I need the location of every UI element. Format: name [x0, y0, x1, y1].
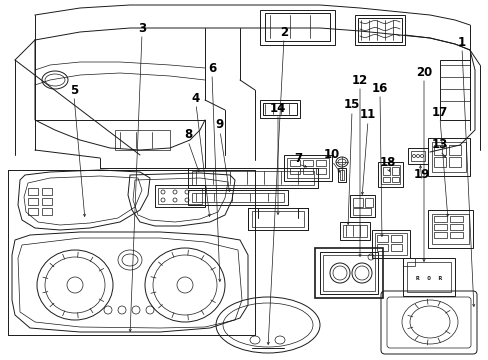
Text: 8: 8 — [183, 129, 192, 141]
Text: 6: 6 — [207, 62, 216, 75]
Text: 15: 15 — [343, 99, 360, 112]
Bar — [339, 222, 369, 240]
Bar — [158, 188, 202, 204]
Bar — [354, 15, 404, 45]
Text: 3: 3 — [138, 22, 146, 35]
Bar — [406, 262, 450, 292]
Bar — [391, 167, 398, 175]
Bar — [323, 255, 374, 291]
Bar — [380, 165, 399, 184]
Bar — [315, 160, 325, 166]
Bar — [402, 258, 414, 266]
Bar — [376, 235, 387, 242]
Bar — [376, 244, 387, 251]
Bar — [431, 214, 468, 244]
Bar — [289, 160, 299, 166]
Bar — [382, 177, 389, 182]
Text: 1: 1 — [457, 36, 465, 49]
Text: R  O  R: R O R — [415, 275, 441, 280]
Bar — [377, 162, 402, 187]
Text: 13: 13 — [431, 139, 447, 152]
Text: 12: 12 — [351, 73, 367, 86]
Text: 19: 19 — [413, 168, 429, 181]
Text: 9: 9 — [215, 118, 224, 131]
Bar — [448, 157, 460, 167]
Bar — [314, 248, 382, 298]
Bar — [374, 233, 406, 255]
Bar — [448, 145, 460, 155]
Bar — [284, 155, 331, 181]
Bar — [28, 208, 38, 215]
Bar — [382, 167, 389, 175]
Bar — [192, 193, 284, 202]
Text: 7: 7 — [293, 152, 302, 165]
Text: 14: 14 — [269, 102, 285, 114]
Bar — [433, 145, 445, 155]
Bar — [449, 232, 462, 238]
Bar — [433, 157, 445, 167]
Bar — [449, 216, 462, 222]
Bar — [260, 100, 299, 118]
Bar — [410, 151, 424, 161]
Bar — [28, 188, 38, 195]
Bar — [187, 168, 317, 188]
Bar — [439, 60, 469, 120]
Bar — [427, 210, 472, 248]
Bar — [431, 142, 465, 172]
Bar — [264, 13, 329, 41]
Bar — [286, 158, 328, 178]
Text: 5: 5 — [70, 84, 78, 96]
Bar — [391, 177, 398, 182]
Text: 16: 16 — [371, 81, 387, 94]
Bar — [407, 148, 427, 164]
Bar — [339, 170, 343, 180]
Bar — [42, 208, 52, 215]
Bar — [433, 224, 446, 230]
Bar — [342, 225, 366, 237]
Bar — [349, 195, 374, 217]
Bar — [192, 171, 313, 185]
Text: 11: 11 — [359, 108, 375, 122]
Text: 20: 20 — [415, 66, 431, 78]
Text: 18: 18 — [379, 156, 395, 168]
Bar — [402, 258, 454, 296]
Bar — [303, 168, 312, 174]
Bar — [371, 230, 409, 258]
Bar — [28, 198, 38, 205]
Bar — [115, 130, 170, 150]
Bar — [187, 190, 287, 205]
Bar — [251, 211, 304, 227]
Bar — [42, 188, 52, 195]
Bar — [390, 244, 401, 251]
Text: 4: 4 — [191, 91, 200, 104]
Bar — [303, 160, 312, 166]
Text: 17: 17 — [431, 105, 447, 118]
Bar — [427, 138, 469, 176]
Bar — [357, 18, 401, 42]
Bar — [352, 198, 362, 207]
Bar — [155, 185, 204, 207]
Bar — [352, 208, 370, 215]
Bar — [315, 168, 325, 174]
Bar — [263, 103, 296, 115]
Bar — [433, 216, 446, 222]
Bar — [364, 198, 372, 207]
Bar — [337, 168, 346, 182]
Text: 10: 10 — [323, 148, 340, 162]
Bar — [390, 235, 401, 242]
Bar — [319, 252, 377, 294]
Text: 2: 2 — [279, 26, 287, 39]
Bar — [260, 10, 334, 45]
Bar — [247, 208, 307, 230]
Bar — [433, 232, 446, 238]
Bar — [289, 168, 299, 174]
Bar — [42, 198, 52, 205]
Bar — [449, 224, 462, 230]
